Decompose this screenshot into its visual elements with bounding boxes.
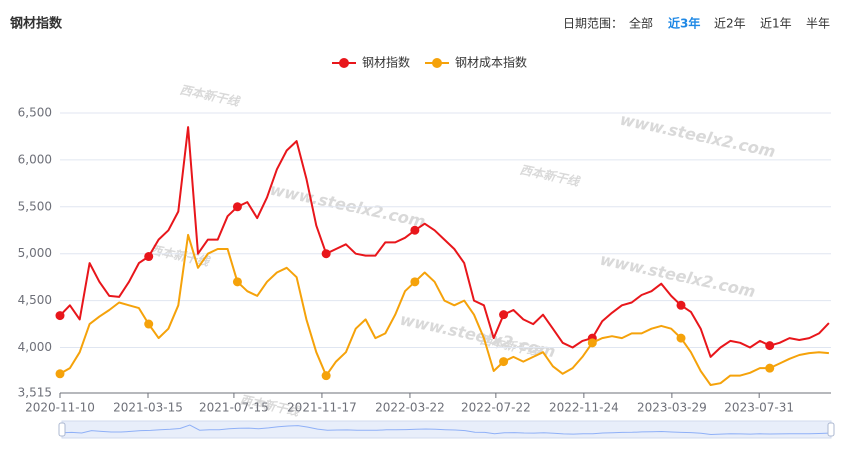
x-tick-label: 2021-07-15: [199, 401, 269, 415]
x-tick-label: 2020-11-10: [25, 401, 95, 415]
point-marker: [410, 225, 420, 235]
y-tick-label: 5,000: [18, 246, 52, 260]
point-marker: [587, 338, 597, 348]
range-option[interactable]: 半年: [806, 17, 830, 31]
point-marker: [321, 249, 331, 259]
x-tick-label: 2023-03-29: [637, 401, 707, 415]
watermark-logo: 西本新干线: [519, 163, 583, 190]
x-tick-label: 2022-11-24: [549, 401, 619, 415]
watermark: www.steelx2.com: [268, 180, 427, 232]
x-tick-label: 2021-03-15: [113, 401, 183, 415]
range-option[interactable]: 全部: [629, 16, 653, 31]
zoom-handle[interactable]: [827, 422, 835, 437]
zoom-handle[interactable]: [58, 422, 66, 437]
zoom-preview: [61, 424, 829, 436]
y-tick-label: 6,000: [18, 152, 52, 166]
point-marker: [55, 311, 65, 321]
point-marker: [765, 341, 775, 351]
point-marker: [499, 310, 509, 320]
point-marker: [232, 277, 242, 287]
point-marker: [144, 252, 154, 262]
x-tick-label: 2021-11-17: [287, 401, 357, 415]
watermark: www.steelx2.com: [618, 110, 777, 162]
page-title: 钢材指数: [10, 16, 63, 32]
point-marker: [765, 363, 775, 373]
range-option[interactable]: 近2年: [714, 17, 746, 31]
y-tick-label: 3,515: [18, 386, 52, 400]
point-marker: [232, 202, 242, 212]
point-marker: [410, 277, 420, 287]
y-tick-label: 6,500: [18, 106, 52, 120]
x-tick-label: 2022-03-22: [375, 401, 445, 415]
series-line: [59, 126, 830, 358]
legend-marker: [339, 58, 349, 68]
x-tick-label: 2023-07-31: [724, 401, 794, 415]
point-marker: [676, 300, 686, 310]
watermark: www.steelx2.com: [598, 250, 757, 302]
point-marker: [321, 371, 331, 381]
series-line: [59, 233, 829, 386]
y-tick-label: 5,500: [18, 199, 52, 213]
range-option[interactable]: 近3年: [668, 16, 700, 31]
range-option[interactable]: 近1年: [760, 17, 792, 31]
y-tick-label: 4,000: [18, 340, 52, 354]
point-marker: [144, 319, 154, 329]
legend-label: 钢材指数: [362, 55, 410, 70]
range-label: 日期范围：: [563, 17, 623, 31]
y-tick-label: 4,500: [18, 293, 52, 307]
point-marker: [499, 357, 509, 367]
point-marker: [676, 333, 686, 343]
point-marker: [55, 369, 65, 379]
x-tick-label: 2022-07-22: [461, 401, 531, 415]
watermark-logo: 西本新干线: [179, 83, 243, 110]
legend-label: 钢材成本指数: [455, 55, 527, 70]
legend-marker: [432, 58, 442, 68]
